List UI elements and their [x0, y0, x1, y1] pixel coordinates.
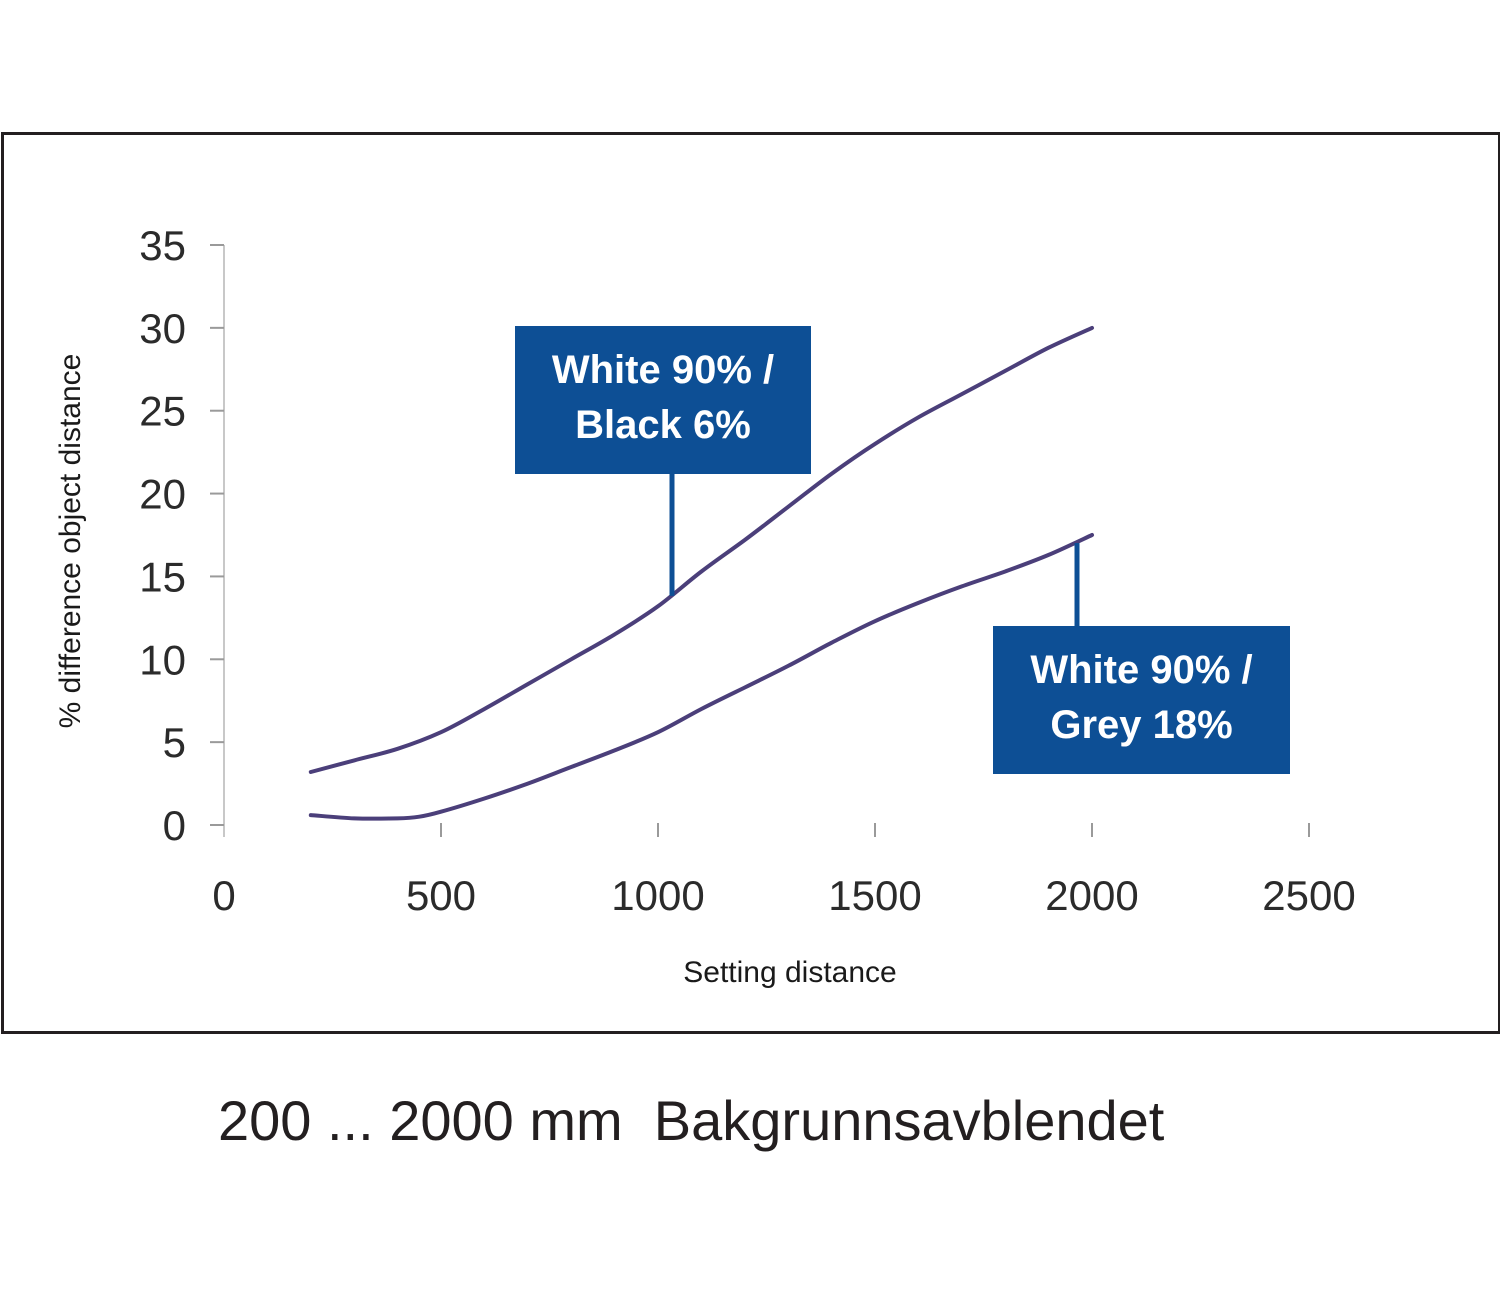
x-tick-label: 0 — [212, 872, 235, 919]
series-lines — [308, 325, 1094, 821]
y-tick-label: 5 — [163, 719, 186, 766]
callout-2: White 90% / Grey 18% — [993, 542, 1290, 774]
x-tick-label: 1000 — [611, 872, 704, 919]
chart-frame — [1, 132, 1500, 1034]
x-tick-label: 2000 — [1045, 872, 1138, 919]
y-tick-label: 0 — [163, 802, 186, 849]
x-axis-label: Setting distance — [683, 956, 896, 989]
callout-1: White 90% / Black 6% — [515, 326, 811, 596]
callout-box — [515, 326, 811, 474]
y-tick-label: 25 — [139, 388, 186, 435]
callouts: White 90% / Black 6% White 90% / Grey 18% — [515, 326, 1290, 774]
series-line-2 — [308, 533, 1094, 821]
callout-label: Black 6% — [575, 403, 751, 447]
y-tick-label: 20 — [139, 471, 186, 518]
callout-label: White 90% / — [552, 348, 774, 392]
y-tick-label: 35 — [139, 222, 186, 269]
y-tick-label: 15 — [139, 553, 186, 600]
caption: 200 ... 2000 mm Bakgrunnsavblendet — [218, 1089, 1165, 1152]
callout-label: Grey 18% — [1050, 703, 1232, 747]
callout-label: White 90% / — [1030, 648, 1252, 692]
series-line-1 — [308, 325, 1094, 774]
callout-box — [993, 626, 1290, 774]
y-tick-label: 10 — [139, 636, 186, 683]
x-tick-label: 2500 — [1262, 872, 1355, 919]
x-tick-label: 1500 — [828, 872, 921, 919]
x-tick-label: 500 — [406, 872, 476, 919]
y-tick-label: 30 — [139, 305, 186, 352]
axes: 0 5 10 15 20 25 30 35 0 500 1000 1500 2000 2500 — [139, 222, 1355, 919]
y-axis-label: % difference object distance — [54, 354, 87, 729]
